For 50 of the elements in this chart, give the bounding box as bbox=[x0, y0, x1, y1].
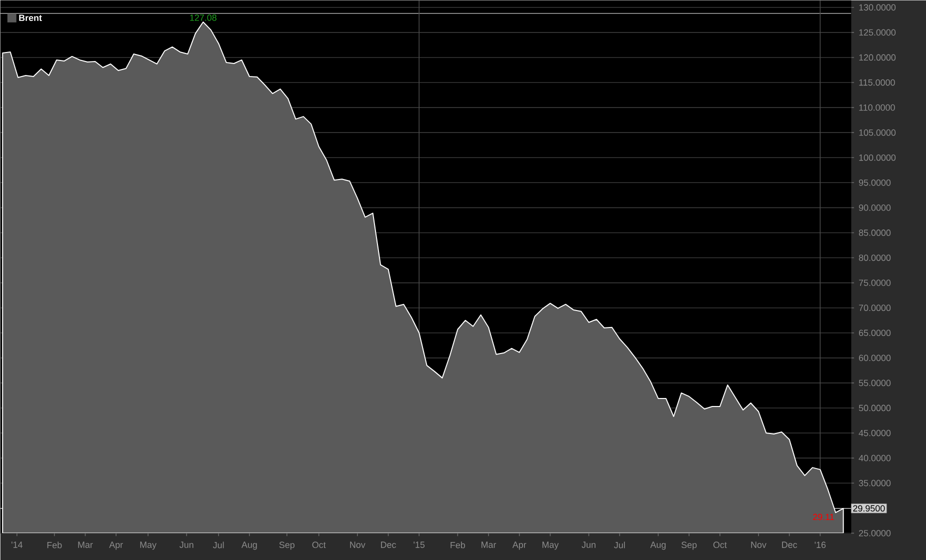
x-tick-label: Jun bbox=[180, 542, 194, 548]
y-tick-label: 80.0000 bbox=[858, 254, 891, 261]
x-tick-label: Sep bbox=[681, 542, 697, 550]
y-tick-label: 65.0000 bbox=[859, 330, 891, 336]
x-tick-label: Dec bbox=[381, 542, 396, 548]
y-tick-label: 55.0000 bbox=[858, 380, 891, 386]
y-tick-label: 95.0000 bbox=[858, 179, 891, 186]
x-tick-label: Jul bbox=[212, 542, 224, 548]
annotation: 29.11 bbox=[813, 514, 834, 520]
x-tick-label: May bbox=[140, 542, 156, 550]
y-tick-label: 40.0000 bbox=[858, 454, 891, 462]
y-tick-label: 100.0000 bbox=[859, 154, 896, 161]
y-tick-label: 85.0000 bbox=[858, 229, 891, 236]
x-tick-label: Aug bbox=[650, 542, 666, 550]
y-tick-label: 35.0000 bbox=[858, 480, 891, 486]
y-tick-label: 50.0000 bbox=[858, 404, 891, 412]
y-tick-label: 60.0000 bbox=[859, 354, 891, 362]
legend-label: Brent bbox=[19, 14, 42, 21]
x-tick-label: Dec bbox=[782, 542, 798, 548]
annotation: 127.08 bbox=[190, 14, 216, 21]
y-tick-label: 25.0000 bbox=[859, 530, 891, 536]
x-tick-label: Apr bbox=[109, 542, 123, 550]
y-tick-label: 70.0000 bbox=[859, 304, 891, 311]
x-tick-label: Mar bbox=[78, 542, 93, 548]
x-tick-label: Oct bbox=[312, 542, 326, 548]
ref-line-label: 29.9500 bbox=[853, 505, 885, 512]
x-tick-label: Apr bbox=[512, 542, 526, 550]
x-tick-label: Nov bbox=[751, 542, 766, 548]
x-tick-label: Jul bbox=[614, 542, 625, 548]
y-tick-label: 45.0000 bbox=[858, 430, 891, 436]
y-tick-label: 120.0000 bbox=[859, 54, 896, 61]
x-tick-label: Jun bbox=[582, 542, 596, 548]
x-tick-label: '15 bbox=[414, 542, 425, 548]
x-tick-label: '14 bbox=[12, 542, 22, 548]
y-tick-label: 115.0000 bbox=[859, 79, 895, 86]
x-tick-label: Mar bbox=[482, 542, 496, 548]
x-tick-label: '16 bbox=[814, 542, 826, 548]
y-tick-label: 130.0000 bbox=[859, 4, 896, 11]
y-tick-label: 75.0000 bbox=[859, 280, 891, 286]
x-tick-label: Aug bbox=[241, 542, 257, 550]
x-tick-label: Feb bbox=[450, 542, 466, 548]
x-tick-label: Oct bbox=[713, 542, 727, 548]
x-tick-label: Feb bbox=[47, 542, 62, 548]
x-tick-label: Sep bbox=[279, 542, 294, 550]
y-tick-label: 105.0000 bbox=[859, 129, 896, 136]
y-tick-label: 125.0000 bbox=[859, 29, 896, 36]
x-tick-label: May bbox=[542, 542, 559, 550]
y-tick-label: 90.0000 bbox=[858, 204, 891, 211]
y-tick-label: 110.0000 bbox=[859, 104, 895, 111]
x-tick-label: Nov bbox=[350, 542, 366, 548]
